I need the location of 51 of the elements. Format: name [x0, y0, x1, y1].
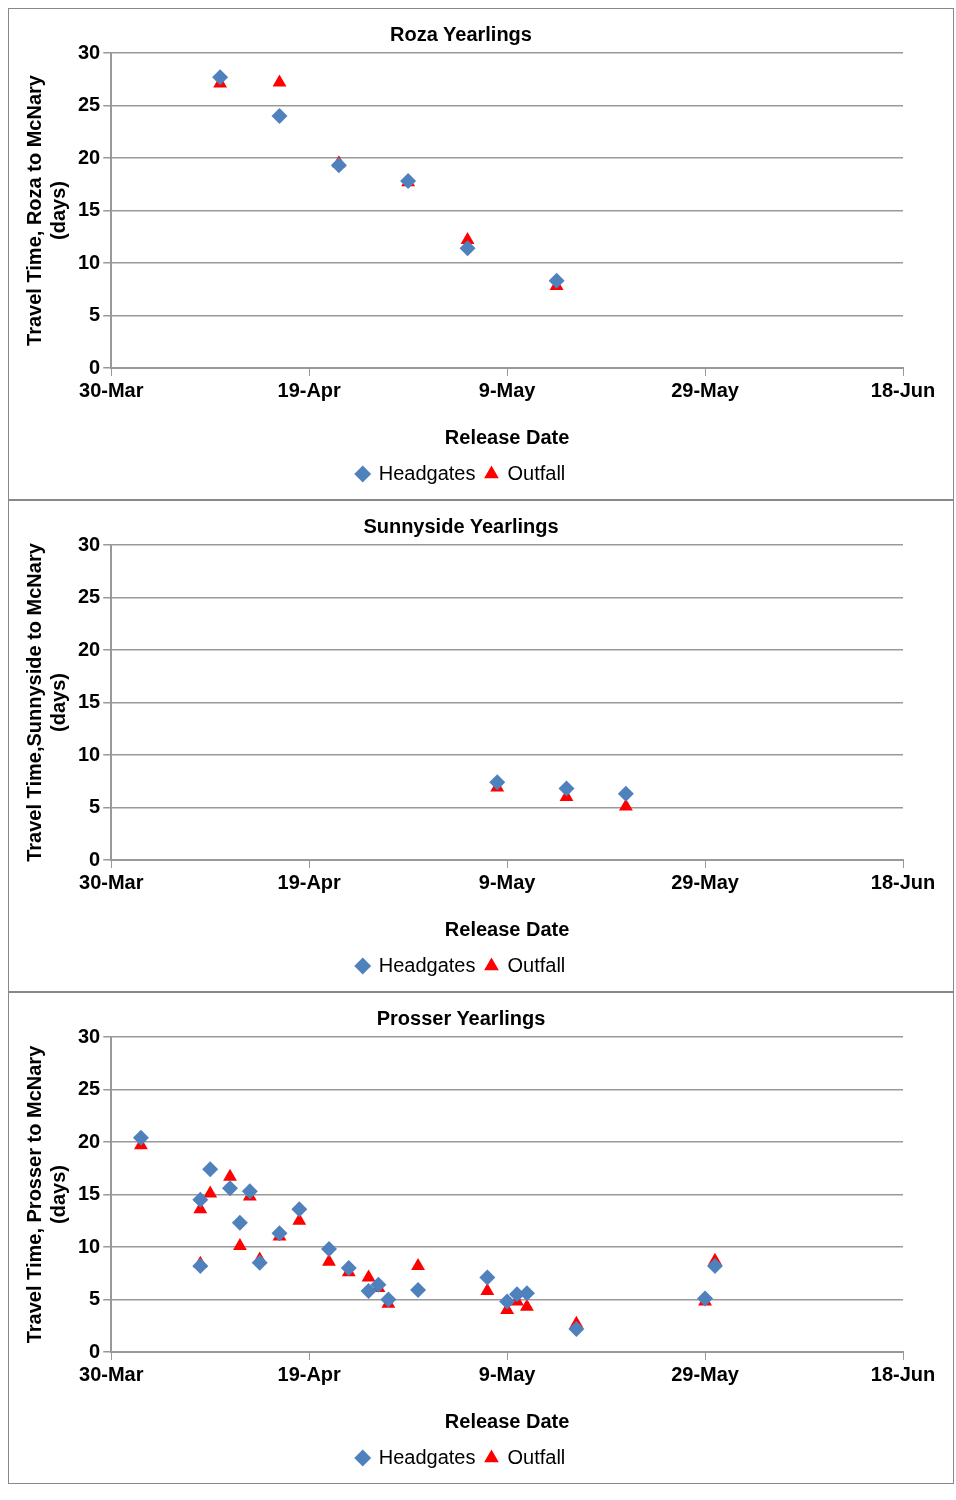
- y-tick-label: 5: [89, 1287, 101, 1310]
- x-axis-title: Release Date: [444, 917, 570, 940]
- chart-title: Roza Yearlings: [390, 22, 532, 45]
- y-tick-label: 15: [78, 690, 101, 713]
- x-tick-label: 9-May: [478, 870, 537, 893]
- y-tick-label: 5: [89, 795, 101, 818]
- y-axis-title: Travel Time, Roza to McNary (days): [22, 74, 69, 346]
- y-tick-label: 0: [89, 1339, 101, 1362]
- y-axis-title: Travel Time,Sunnyside to McNary (days): [22, 542, 69, 862]
- y-tick-label: 0: [89, 355, 101, 378]
- x-tick-label: 9-May: [478, 378, 537, 401]
- x-tick-label: 29-May: [671, 1362, 740, 1385]
- x-tick-label: 30-Mar: [79, 870, 144, 893]
- y-tick-label: 30: [78, 40, 101, 63]
- y-tick-label: 10: [78, 742, 101, 765]
- chart-title: Prosser Yearlings: [376, 1006, 546, 1029]
- y-tick-label: 30: [78, 1024, 101, 1047]
- x-tick-label: 19-Apr: [277, 870, 342, 893]
- y-tick-label: 15: [78, 1182, 101, 1205]
- x-axis-title: Release Date: [444, 425, 570, 448]
- x-tick-label: 9-May: [478, 1362, 537, 1385]
- y-tick-label: 0: [89, 847, 101, 870]
- y-tick-label: 10: [78, 250, 101, 273]
- x-tick-label: 29-May: [671, 378, 740, 401]
- x-tick-label: 30-Mar: [79, 1362, 144, 1385]
- x-tick-label: 30-Mar: [79, 378, 144, 401]
- legend-label: Headgates: [378, 953, 476, 976]
- y-tick-label: 30: [78, 532, 101, 555]
- y-tick-label: 20: [78, 1129, 101, 1152]
- x-tick-label: 29-May: [671, 870, 740, 893]
- x-tick-label: 18-Jun: [870, 1362, 936, 1385]
- y-tick-label: 25: [78, 585, 101, 608]
- y-axis-title: Travel Time, Prosser to McNary (days): [22, 1044, 69, 1344]
- y-tick-label: 10: [78, 1234, 101, 1257]
- x-tick-label: 19-Apr: [277, 378, 342, 401]
- y-tick-label: 25: [78, 93, 101, 116]
- y-tick-label: 25: [78, 1077, 101, 1100]
- legend-label: Headgates: [378, 1445, 476, 1468]
- legend-label: Outfall: [507, 953, 566, 976]
- x-tick-label: 18-Jun: [870, 378, 936, 401]
- y-tick-label: 5: [89, 303, 101, 326]
- y-tick-label: 20: [78, 637, 101, 660]
- y-tick-label: 15: [78, 198, 101, 221]
- legend-label: Outfall: [507, 461, 566, 484]
- legend-label: Outfall: [507, 1445, 566, 1468]
- y-tick-label: 20: [78, 145, 101, 168]
- legend-label: Headgates: [378, 461, 476, 484]
- x-axis-title: Release Date: [444, 1409, 570, 1432]
- x-tick-label: 18-Jun: [870, 870, 936, 893]
- chart-title: Sunnyside Yearlings: [363, 514, 559, 537]
- x-tick-label: 19-Apr: [277, 1362, 342, 1385]
